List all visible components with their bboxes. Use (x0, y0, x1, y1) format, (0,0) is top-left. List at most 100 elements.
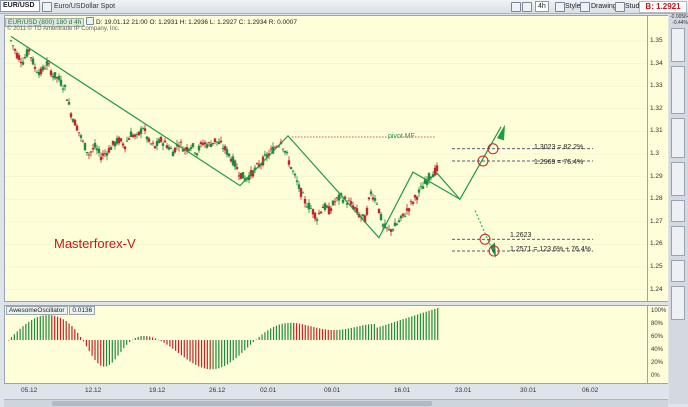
zigzag-line (10, 35, 461, 239)
oscillator-bar (388, 323, 390, 340)
oscillator-panel[interactable]: AwesomeOscillator 0.0136 (4, 305, 648, 384)
oscillator-bar (45, 315, 47, 340)
side-tab-7[interactable] (671, 260, 685, 282)
drawings-icon[interactable] (580, 2, 590, 12)
candle (341, 197, 345, 205)
candle (225, 146, 229, 158)
oscillator-bar (396, 321, 398, 340)
candle (281, 148, 285, 153)
studies-icon[interactable] (615, 2, 625, 12)
oscillator-bar (80, 336, 82, 340)
time-tick: 30.01 (520, 387, 537, 394)
side-tab-5[interactable] (671, 200, 685, 222)
style-icon[interactable] (555, 2, 565, 12)
candle (115, 135, 119, 146)
candle (409, 199, 413, 206)
candle (303, 195, 307, 208)
side-tab-3[interactable] (671, 118, 685, 158)
oscillator-bar (77, 332, 79, 340)
candle (205, 142, 209, 149)
oscillator-bar (333, 330, 335, 340)
candle (173, 147, 177, 154)
candle (51, 72, 55, 81)
price-tick: 1.32 (650, 104, 663, 112)
time-tick: 06.02 (582, 387, 599, 394)
oscillator-bar (313, 327, 315, 340)
symbol-input[interactable]: EUR/USD (0, 0, 40, 12)
candle (87, 152, 91, 160)
oscillator-plot (8, 307, 439, 370)
chart-menu-icon[interactable] (86, 17, 95, 25)
oscillator-bar (114, 340, 116, 360)
candle (61, 85, 65, 93)
oscillator-bar (48, 315, 50, 340)
oscillator-tick: 100% (651, 308, 667, 314)
side-tab-4[interactable] (671, 162, 685, 196)
oscillator-bar (244, 340, 246, 351)
oscillator-bar (154, 338, 157, 340)
candle (419, 182, 423, 190)
candle (201, 139, 205, 147)
candle (93, 138, 97, 150)
candle (263, 150, 267, 157)
oscillator-bar (414, 315, 416, 340)
side-tab-6[interactable] (671, 226, 685, 256)
scroll-thumb[interactable] (52, 401, 432, 406)
candle (199, 140, 203, 148)
oscillator-bar (365, 324, 367, 340)
oscillator-bar (192, 340, 194, 364)
oscillator-bar (8, 340, 10, 341)
oscillator-bar (437, 307, 439, 340)
candle (301, 191, 305, 194)
chart-type-icon[interactable] (522, 2, 532, 12)
candle (229, 156, 233, 163)
price-tick: 1.35 (650, 36, 663, 44)
lookup-icon[interactable] (42, 2, 52, 12)
oscillator-bar (16, 331, 18, 340)
ohlc-high: H: 1.2936 (179, 19, 209, 26)
oscillator-name: AwesomeOscillator (6, 306, 68, 315)
candle (233, 159, 237, 171)
style-button[interactable]: Style (565, 3, 581, 10)
settings-icon[interactable] (511, 2, 521, 12)
candle (105, 150, 109, 161)
oscillator-bar (391, 322, 393, 340)
candle (379, 211, 383, 221)
candle (429, 176, 433, 181)
candle (41, 64, 45, 73)
oscillator-bar (157, 339, 159, 341)
oscillator-bar (198, 340, 200, 367)
timeframe-selector[interactable]: 4h (535, 1, 549, 12)
oscillator-bar (65, 321, 67, 340)
level-3-label: 1.2623 (510, 232, 532, 239)
oscillator-bar (324, 329, 326, 340)
oscillator-bar (359, 325, 361, 340)
candle (195, 152, 199, 158)
side-tab-2[interactable] (671, 66, 685, 114)
oscillator-bar (203, 340, 206, 369)
candle (425, 176, 429, 188)
side-tab-8[interactable] (671, 286, 685, 320)
candle (69, 112, 73, 120)
drawings-button[interactable]: Drawings (591, 3, 621, 10)
candle (11, 44, 15, 50)
oscillator-tick: 60% (651, 334, 664, 340)
oscillator-bar (200, 340, 203, 368)
ohlc-low: L: 1.2927 (209, 19, 237, 26)
candle (203, 140, 207, 148)
candle (123, 146, 127, 153)
candle (29, 56, 33, 62)
oscillator-bar (270, 328, 272, 340)
studies-button[interactable]: Studies (625, 3, 649, 10)
chart-scrollbar[interactable] (4, 399, 668, 407)
candle (255, 162, 259, 165)
side-tab-1[interactable] (671, 28, 685, 62)
candle (305, 202, 309, 208)
oscillator-bar (221, 340, 223, 368)
candle (365, 205, 369, 217)
oscillator-bar (177, 340, 180, 354)
candle (433, 164, 437, 177)
price-chart[interactable]: EUR/USD (800) 180 d 4h D: 19.01.12 21:00… (4, 15, 648, 302)
price-axis[interactable]: 1.35 1.34 1.33 1.32 1.31 1.3 1.29 1.28 1.27 1.26 1… (648, 15, 668, 302)
candle (171, 149, 175, 157)
